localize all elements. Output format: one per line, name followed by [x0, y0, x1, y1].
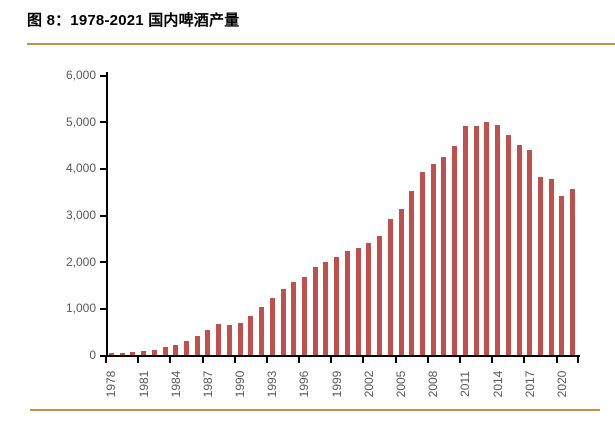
bar-year-1993 [269, 298, 275, 355]
bar-year-1994 [280, 289, 286, 355]
bar-year-1996 [301, 277, 307, 355]
y-tick-label: 0 [89, 348, 96, 362]
y-tick [100, 307, 106, 310]
x-tick-label: 2005 [394, 370, 408, 398]
bar-year-1983 [162, 347, 168, 355]
bar-year-2013 [484, 122, 490, 355]
x-tick [577, 357, 579, 363]
x-tick [233, 357, 236, 363]
y-tick-label: 1,000 [65, 301, 96, 316]
bar-year-1991 [248, 316, 254, 355]
bar-year-2005 [398, 209, 404, 355]
bar-year-2006 [409, 191, 415, 355]
y-tick-label: 3,000 [65, 208, 96, 222]
bar-year-2015 [505, 135, 511, 355]
bar-year-1978 [108, 353, 114, 355]
y-tick-label: 6,000 [65, 68, 96, 82]
x-tick-label: 2014 [490, 370, 505, 398]
x-tick-label: 1999 [329, 370, 344, 398]
bar-year-2021 [570, 189, 576, 355]
bar-year-1999 [334, 257, 340, 355]
y-tick [100, 261, 106, 264]
bar-year-1984 [173, 345, 179, 355]
bar-year-1985 [183, 341, 189, 355]
beer-production-bar-chart: 0 1,000 2,000 3,000 4,000 5,000 6,000 1978 1981 1… [0, 50, 615, 410]
bar-year-2014 [495, 125, 501, 355]
y-tick-label: 4,000 [65, 161, 96, 176]
bar-year-1989 [226, 325, 232, 355]
bar-year-1979 [119, 353, 125, 355]
bar-year-1986 [194, 336, 200, 355]
x-tick-label: 1984 [168, 370, 183, 398]
y-tick [100, 121, 106, 124]
bar-year-2003 [377, 236, 383, 355]
x-axis-line [106, 355, 580, 357]
bar-year-2010 [452, 146, 458, 355]
bar-year-1980 [130, 352, 136, 355]
bar-year-2019 [548, 179, 554, 355]
bar-year-2012 [473, 126, 479, 355]
bar-year-1998 [323, 262, 329, 355]
x-tick-label: 1987 [200, 370, 215, 398]
x-tick [394, 357, 397, 363]
x-tick [298, 357, 301, 363]
x-tick-label: 1981 [136, 370, 151, 398]
x-tick [491, 357, 494, 363]
bar-year-2018 [537, 177, 543, 355]
bar-year-2007 [419, 172, 425, 355]
bar-year-2017 [527, 150, 533, 355]
y-tick-label: 2,000 [65, 254, 96, 269]
x-tick-label: 1996 [297, 370, 312, 398]
y-tick [100, 167, 106, 170]
x-tick [265, 357, 268, 363]
bar-year-2002 [366, 243, 372, 355]
x-tick [362, 357, 365, 363]
bar-year-2001 [355, 248, 361, 355]
bar-year-2020 [559, 196, 565, 355]
x-tick [201, 357, 204, 363]
x-tick [169, 357, 172, 363]
y-tick [100, 74, 106, 77]
x-tick [555, 357, 558, 363]
y-tick-label: 5,000 [65, 114, 96, 129]
bar-year-1992 [259, 307, 265, 355]
figure-title: 图 8：1978-2021 国内啤酒产量 [27, 12, 240, 29]
title-divider [27, 43, 615, 45]
bar-year-1988 [216, 324, 222, 355]
bar-year-1995 [291, 282, 297, 355]
bar-year-1987 [205, 330, 211, 355]
bar-year-2004 [387, 219, 393, 355]
bottom-divider [30, 409, 600, 411]
y-tick [100, 354, 106, 357]
x-tick-label: 2008 [426, 370, 441, 398]
bar-year-1982 [151, 350, 157, 355]
bar-year-1990 [237, 323, 243, 355]
y-tick [100, 214, 106, 217]
bar-year-2000 [344, 251, 350, 355]
x-tick [459, 357, 461, 363]
x-tick-label: 1978 [104, 370, 119, 398]
x-tick [330, 357, 333, 363]
x-tick [137, 357, 140, 363]
x-tick-label: 2020 [554, 370, 569, 398]
bar-year-1981 [141, 351, 147, 355]
x-tick-label: 2011 [458, 371, 473, 397]
bar-year-2016 [516, 145, 522, 355]
x-tick [426, 357, 429, 363]
bar-year-2008 [430, 164, 436, 355]
x-tick-label: 1993 [265, 370, 280, 398]
bar-year-1997 [312, 267, 318, 355]
y-axis-line [106, 72, 108, 357]
x-tick [523, 357, 526, 363]
bar-year-2009 [441, 157, 447, 355]
x-tick-label: 2017 [522, 370, 537, 398]
x-tick [105, 357, 107, 363]
x-tick-label: 2002 [361, 370, 376, 398]
bar-year-2011 [462, 126, 468, 355]
x-tick-label: 1990 [233, 370, 248, 398]
